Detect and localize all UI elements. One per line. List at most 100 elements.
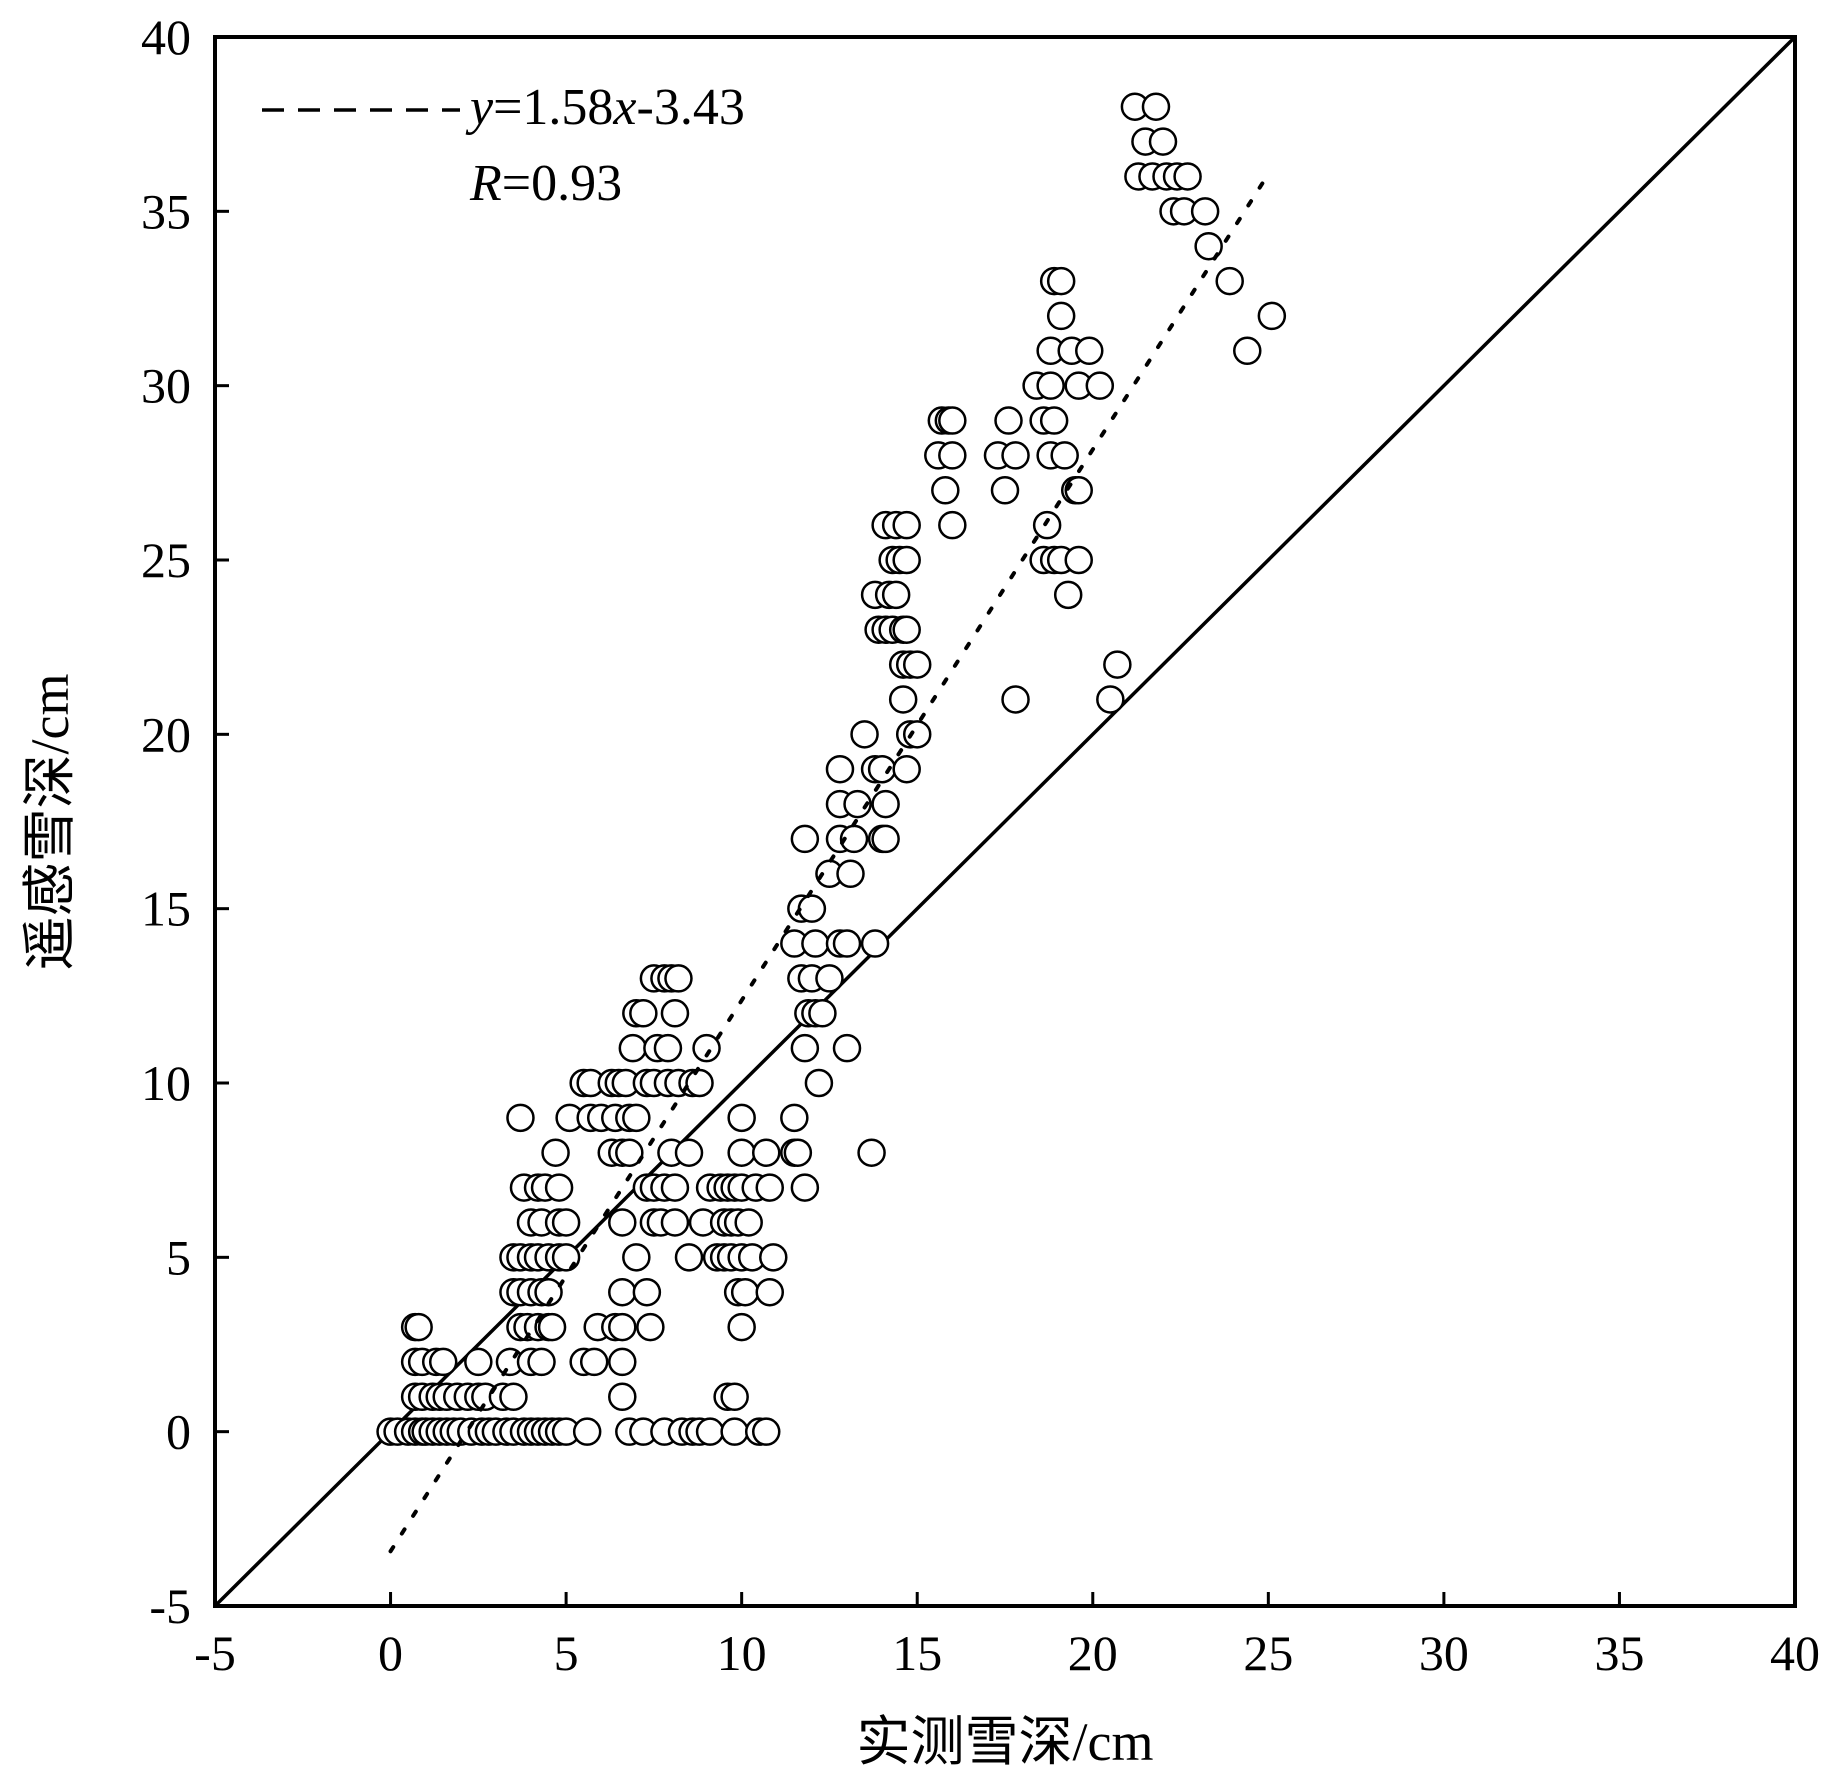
data-point [751,1138,781,1167]
data-point [608,1277,637,1307]
data-point [551,1243,581,1272]
legend-fit-equation: y=1.58x-3.43 [465,79,745,136]
data-point [608,1347,637,1377]
legend-eq-y: y [465,79,494,136]
data-point [892,545,921,575]
data-point [1194,231,1223,261]
data-point [860,929,890,958]
data-point [755,1277,785,1307]
data-point [674,1243,704,1272]
x-tick-label: 25 [1243,1625,1293,1681]
data-point [615,1138,644,1167]
data-point [660,1208,690,1237]
data-point [780,1103,809,1133]
data-point [888,685,918,714]
data-point [537,1312,567,1342]
y-axis-ticks: -5 0 5 10 15 20 25 30 35 40 [141,9,229,1634]
data-point [579,1347,609,1377]
y-tick-label: 15 [141,881,191,937]
data-point [832,929,862,958]
data-point [990,476,1020,505]
data-point [938,406,967,435]
data-point [572,1417,602,1446]
data-point [660,999,690,1028]
data-point [902,650,932,679]
data-point [551,1208,581,1237]
data-point [1096,685,1125,714]
legend-eq-intercept: -3.43 [637,79,745,136]
data-point [871,824,900,854]
y-tick-label: 10 [141,1055,191,1111]
data-point [1085,371,1115,400]
data-point [790,824,820,854]
x-tick-label: 30 [1419,1625,1469,1681]
y-tick-label: -5 [149,1578,191,1634]
data-point [892,615,921,644]
data-point [1233,336,1262,366]
data-point [632,1277,662,1307]
fit-line-layer [388,172,1271,1554]
data-point [608,1382,637,1412]
data-point [674,1138,704,1167]
data-point [608,1312,637,1342]
data-point [527,1347,556,1377]
x-tick-label: 10 [717,1625,767,1681]
data-point [938,510,967,540]
data-point [1148,127,1178,156]
x-axis-ticks: -5 0 5 10 15 20 25 30 35 40 [194,1592,1820,1681]
data-point [1036,371,1065,400]
data-point [751,1417,781,1446]
data-point [755,1173,785,1202]
data-point [790,1173,820,1202]
x-tick-label: -5 [194,1625,236,1681]
y-tick-label: 25 [141,532,191,588]
data-point [994,406,1023,435]
data-point [695,1417,725,1446]
data-point [622,1243,651,1272]
data-point [727,1312,756,1342]
data-point [836,859,865,889]
data-point [727,1103,756,1133]
legend-correlation: R=0.93 [469,155,622,212]
data-point [797,894,827,923]
data-point [857,1138,886,1167]
y-tick-label: 5 [166,1229,191,1285]
y-tick-label: 0 [166,1404,191,1460]
data-point [759,1243,788,1272]
data-point [1001,441,1030,470]
data-point [685,1068,714,1098]
data-point [506,1103,535,1133]
data-point [1215,266,1244,296]
legend-r-value: =0.93 [502,155,622,212]
data-point [892,510,921,540]
data-point [850,720,879,749]
x-tick-label: 5 [554,1625,579,1681]
data-point [825,754,855,784]
one-to-one-line [215,37,1795,1606]
data-point [1046,301,1076,331]
y-axis-label: 遥感雪深/cm [20,674,80,971]
data-point [428,1347,458,1377]
data-point [804,1068,834,1098]
legend-eq-x: x [612,79,636,136]
data-point [832,1033,862,1063]
data-point [938,441,967,470]
reference-line-layer [215,37,1795,1606]
data-point [931,476,960,505]
data-point [783,1138,813,1167]
data-point [629,999,658,1028]
data-point [660,1173,690,1202]
data-point [404,1312,433,1342]
legend-eq-slope: =1.58 [493,79,613,136]
data-point [1046,266,1076,296]
data-point [664,964,693,993]
y-tick-label: 30 [141,358,191,414]
data-point [692,1033,721,1063]
x-tick-label: 15 [892,1625,942,1681]
data-point [720,1417,749,1446]
data-point [727,1138,756,1167]
data-point [622,1103,651,1133]
data-point [730,1277,760,1307]
data-point [720,1382,749,1412]
